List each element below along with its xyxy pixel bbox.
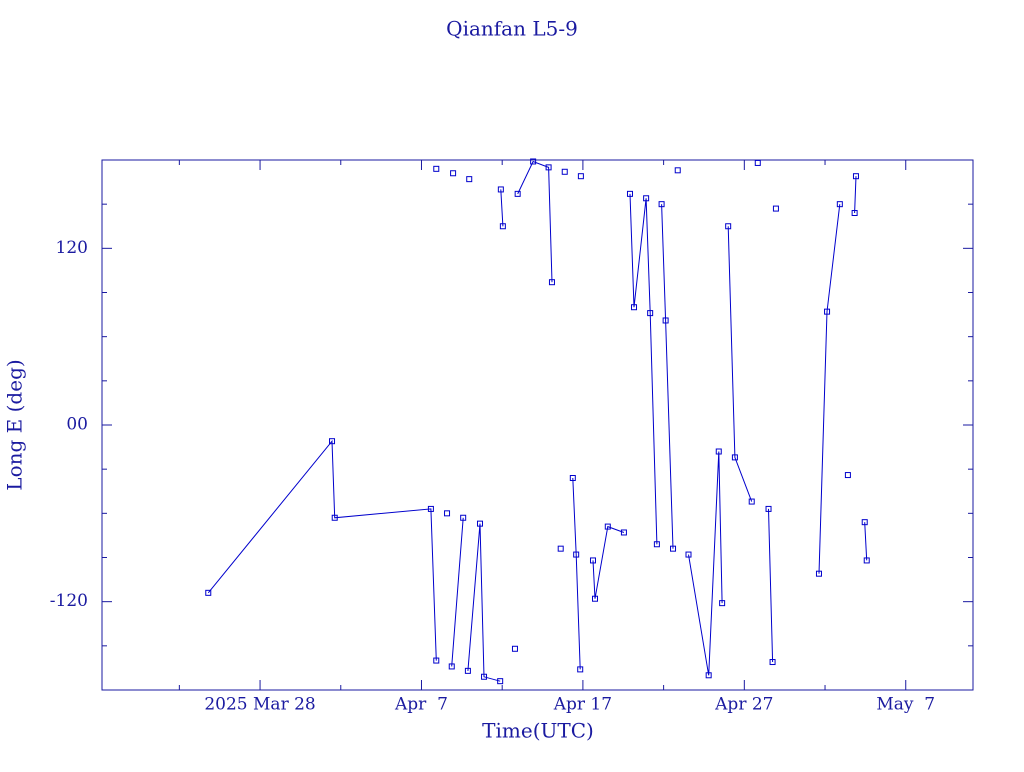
data-point [548,279,555,286]
data-point [765,505,772,512]
x-tick-label: Apr 7 [394,695,448,715]
data-point [497,186,504,193]
data-point [653,541,660,548]
y-tick-label: -120 [50,591,88,611]
x-tick-label: Apr 27 [714,695,773,715]
data-point [589,557,596,564]
data-point [464,667,471,674]
data-point [573,551,580,558]
chart-title: Qianfan L5-9 [446,17,578,41]
data-point [427,505,434,512]
data-point [466,176,473,183]
data-point [643,195,650,202]
data-point [511,645,518,652]
data-point [514,190,521,197]
data-point [557,545,564,552]
data-point [815,570,822,577]
data-point [497,678,504,685]
series-line [207,160,868,682]
data-point [476,520,483,527]
data-point [205,589,212,596]
data-point [715,448,722,455]
data-point [851,210,858,216]
data-point [481,673,488,680]
data-point [705,672,712,679]
data-point [674,167,681,174]
data-point [331,514,338,521]
data-point [561,168,568,175]
data-point [569,475,576,481]
data-point [530,158,537,165]
data-point [670,545,677,552]
data-point [592,595,599,602]
data-point [772,205,779,212]
data-point [626,190,633,197]
x-tick-label: 2025 Mar 28 [204,695,315,715]
data-point [620,529,627,536]
data-point [725,223,732,230]
data-point [836,201,843,208]
x-tick-label: Apr 17 [553,695,612,715]
data-point [754,159,761,166]
data-point [662,317,669,324]
data-point [329,438,336,445]
data-point [433,165,440,172]
data-point [863,557,870,564]
data-point [861,519,868,526]
data-point [448,663,455,670]
data-point [450,170,457,177]
y-tick-label: 00 [66,415,88,435]
y-tick-label: 120 [56,238,88,258]
data-point [844,472,851,479]
data-point [604,523,611,530]
data-point [631,304,638,311]
x-axis-label: Time(UTC) [482,719,594,743]
plot-frame [101,159,974,691]
data-point [545,164,552,171]
data-point [444,510,451,517]
y-axis-label: Long E (deg) [3,359,27,490]
data-point [824,308,831,315]
data-point [769,659,776,666]
data-point [460,514,467,521]
data-point [499,223,506,230]
data-point [577,173,584,180]
data-point [852,173,859,180]
data-point [658,201,665,208]
data-point [577,666,584,673]
data-point [748,498,755,505]
data-point [685,551,692,558]
x-tick-label: May 7 [876,695,935,715]
data-point [433,657,440,664]
data-point [719,600,726,607]
data-point [731,454,738,461]
data-point [647,310,654,317]
